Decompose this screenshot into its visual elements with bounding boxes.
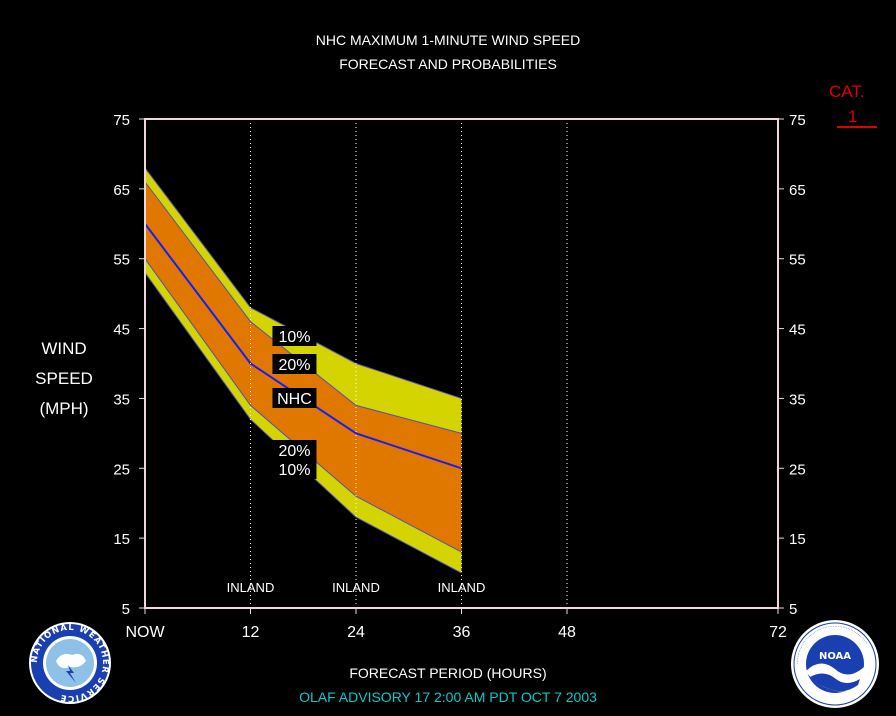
band-label-box-2	[272, 388, 317, 408]
x-tick-label-24: 24	[347, 624, 365, 641]
category-label: CAT.	[829, 82, 865, 101]
y-tick-label-left-55: 55	[113, 252, 130, 269]
band-label-box-3	[272, 440, 317, 460]
noaa-logo: NOAA ···································…	[791, 620, 879, 708]
band-label-2: NHC	[277, 391, 312, 408]
y-axis-label-line2: SPEED	[35, 369, 93, 388]
inland-annotation-36: INLAND	[438, 580, 486, 595]
y-tick-label-left-25: 25	[113, 461, 130, 478]
y-tick-label-right-15: 15	[789, 531, 806, 548]
band-label-1: 20%	[278, 357, 310, 374]
y-tick-label-right-55: 55	[789, 252, 806, 269]
category-underline	[837, 126, 877, 128]
y-tick-label-right-5: 5	[789, 601, 797, 618]
y-tick-label-right-75: 75	[789, 112, 806, 129]
x-tick-label-48: 48	[558, 624, 576, 641]
y-tick-label-left-35: 35	[113, 391, 130, 408]
y-tick-label-right-65: 65	[789, 182, 806, 199]
band-label-box-1	[272, 354, 317, 374]
inland-annotation-24: INLAND	[332, 580, 380, 595]
nws-logo: NATIONAL WEATHER SERVICE	[29, 622, 111, 704]
y-axis-label-line3: (MPH)	[39, 399, 89, 418]
y-tick-label-right-45: 45	[789, 322, 806, 339]
band-label-box-0	[272, 326, 317, 346]
band-label-3: 20%	[278, 443, 310, 460]
x-tick-label-72: 72	[769, 624, 787, 641]
y-tick-label-right-25: 25	[789, 461, 806, 478]
noaa-logo-text: NOAA	[819, 651, 851, 662]
y-tick-label-left-5: 5	[122, 601, 130, 618]
y-tick-label-left-75: 75	[113, 112, 130, 129]
y-tick-label-left-65: 65	[113, 182, 130, 199]
band-label-4: 10%	[278, 462, 310, 479]
inland-annotation-12: INLAND	[227, 580, 275, 595]
y-axis-label-line1: WIND	[41, 339, 87, 358]
x-tick-label-0: NOW	[125, 624, 165, 641]
x-tick-label-36: 36	[453, 624, 471, 641]
x-axis-title: FORECAST PERIOD (HOURS)	[349, 665, 547, 681]
y-tick-label-left-45: 45	[113, 322, 130, 339]
band-label-box-4	[272, 459, 317, 479]
y-tick-label-left-15: 15	[113, 531, 130, 548]
band-label-0: 10%	[278, 329, 310, 346]
advisory-line: OLAF ADVISORY 17 2:00 AM PDT OCT 7 2003	[299, 689, 597, 705]
chart-title-line1: NHC MAXIMUM 1-MINUTE WIND SPEED	[315, 32, 581, 48]
chart-title-line2: FORECAST AND PROBABILITIES	[339, 56, 557, 72]
category-value: 1	[848, 107, 858, 126]
x-tick-label-12: 12	[242, 624, 260, 641]
y-tick-label-right-35: 35	[789, 391, 806, 408]
